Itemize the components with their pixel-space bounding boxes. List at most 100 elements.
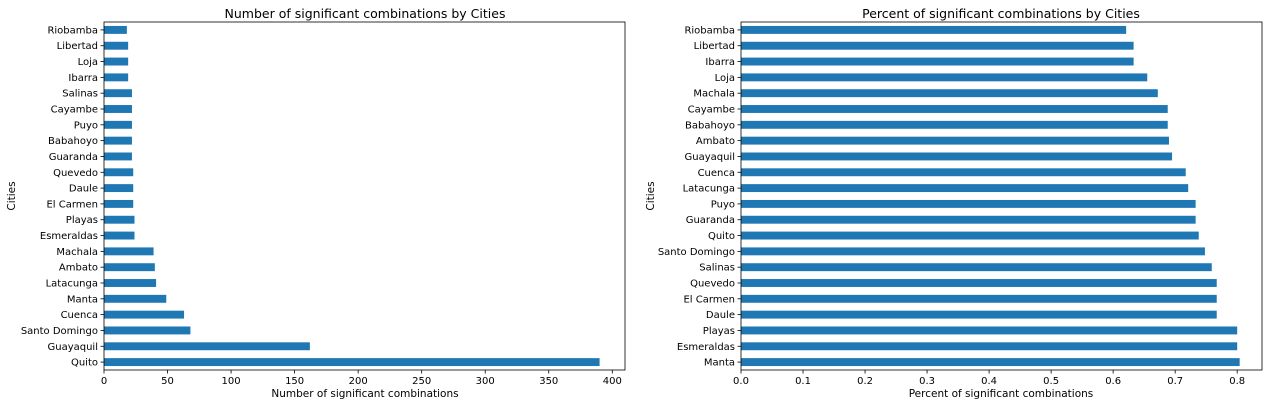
count-chart-frame: [103, 21, 626, 371]
count-chart: Number of significant combinations by Ci…: [6, 6, 626, 400]
percent-ytick-label: Puyo: [711, 199, 735, 210]
count-ytick-label: Cuenca: [61, 310, 98, 321]
percent-ytick-label: Riobamba: [684, 25, 735, 36]
count-ytick-label: El Carmen: [46, 199, 98, 210]
percent-bar: [741, 263, 1212, 272]
percent-chart-frame: [740, 21, 1263, 371]
percent-bar: [741, 120, 1168, 129]
count-bar: [104, 184, 134, 193]
count-xtick-label: 300: [476, 376, 495, 387]
percent-bar: [741, 25, 1127, 34]
percent-ytick-label: Guayaquil: [684, 152, 735, 163]
percent-bar: [741, 168, 1186, 177]
percent-ytick-label: Playas: [703, 326, 735, 337]
percent-xtick-label: 0.2: [857, 376, 873, 387]
count-bar: [104, 294, 167, 303]
count-ytick-label: Riobamba: [47, 25, 98, 36]
percent-ytick-label: Esmeraldas: [677, 342, 735, 353]
percent-bar: [741, 57, 1134, 66]
percent-xtick-label: 0.8: [1229, 376, 1245, 387]
percent-xtick-label: 0.4: [981, 376, 997, 387]
percent-bar: [741, 215, 1196, 224]
count-bar: [104, 168, 134, 177]
count-ytick-label: Libertad: [57, 41, 98, 52]
percent-bar: [741, 342, 1238, 351]
count-ytick-label: Guayaquil: [47, 342, 98, 353]
percent-bar: [741, 310, 1217, 319]
count-bar: [104, 326, 191, 335]
count-chart-marks: Quito Guayaquil Santo Domingo Cuenca Manta La…: [21, 25, 622, 387]
percent-chart-marks: Manta Esmeraldas Playas Daule El Carmen Queve…: [658, 25, 1245, 387]
count-chart-ylabel: Cities: [6, 181, 18, 210]
count-ytick-label: Quito: [71, 358, 98, 369]
count-bar: [104, 231, 135, 240]
count-xtick-label: 100: [222, 376, 241, 387]
percent-bar: [741, 279, 1217, 287]
count-bar: [104, 358, 600, 367]
percent-ytick-label: Santo Domingo: [658, 247, 735, 258]
percent-bar: [741, 136, 1169, 145]
count-ytick-label: Cayambe: [51, 105, 98, 116]
percent-ytick-label: Daule: [706, 310, 735, 321]
count-bar: [104, 41, 129, 50]
percent-chart-ylabel: Cities: [645, 181, 657, 210]
count-bar: [104, 73, 129, 82]
count-bar: [104, 279, 157, 287]
percent-chart-xlabel: Percent of significant combinations: [909, 388, 1094, 400]
count-ytick-label: Salinas: [62, 89, 98, 100]
count-ytick-label: Ibarra: [68, 73, 98, 84]
count-bar: [104, 25, 127, 34]
count-xtick-label: 350: [539, 376, 558, 387]
percent-xtick-label: 0.0: [733, 376, 749, 387]
percent-bar: [741, 73, 1148, 82]
count-ytick-label: Quevedo: [53, 168, 98, 179]
percent-ytick-label: Libertad: [694, 41, 735, 52]
percent-xtick-label: 0.5: [1043, 376, 1059, 387]
percent-ytick-label: El Carmen: [683, 294, 735, 305]
count-ytick-label: Puyo: [74, 120, 98, 131]
percent-bar: [741, 152, 1173, 161]
percent-ytick-label: Manta: [704, 358, 735, 369]
percent-ytick-label: Quito: [708, 231, 735, 242]
count-bar: [104, 199, 134, 208]
percent-ytick-label: Machala: [693, 89, 735, 100]
count-bar: [104, 57, 129, 66]
percent-ytick-label: Babahoyo: [685, 120, 735, 131]
count-ytick-label: Manta: [67, 294, 98, 305]
percent-bar: [741, 89, 1158, 98]
count-bar: [104, 89, 132, 98]
count-ytick-label: Ambato: [59, 263, 98, 274]
percent-chart-title: Percent of significant combinations by C…: [862, 6, 1140, 21]
count-xtick-label: 400: [603, 376, 622, 387]
percent-xtick-label: 0.3: [919, 376, 935, 387]
count-ytick-label: Santo Domingo: [21, 326, 98, 337]
percent-ytick-label: Guaranda: [686, 215, 735, 226]
count-bar: [104, 342, 310, 351]
percent-ytick-label: Latacunga: [683, 184, 735, 195]
count-xtick-label: 200: [349, 376, 368, 387]
count-ytick-label: Daule: [69, 184, 98, 195]
count-bar: [104, 105, 132, 113]
percent-xtick-label: 0.1: [795, 376, 811, 387]
count-xtick-label: 150: [285, 376, 304, 387]
count-bar: [104, 247, 154, 256]
percent-bar: [741, 105, 1168, 113]
percent-bar: [741, 231, 1199, 240]
percent-bar: [741, 184, 1189, 193]
count-ytick-label: Playas: [66, 215, 98, 226]
count-xtick-label: 250: [412, 376, 431, 387]
percent-ytick-label: Salinas: [699, 263, 735, 274]
count-ytick-label: Esmeraldas: [40, 231, 98, 242]
count-bar: [104, 215, 135, 224]
percent-xtick-label: 0.7: [1167, 376, 1183, 387]
count-ytick-label: Guaranda: [49, 152, 98, 163]
percent-ytick-label: Quevedo: [690, 279, 735, 290]
percent-chart: Percent of significant combinations by C…: [645, 6, 1263, 400]
percent-bar: [741, 294, 1217, 303]
count-ytick-label: Loja: [78, 57, 98, 68]
count-xtick-label: 0: [101, 376, 107, 387]
count-ytick-label: Babahoyo: [48, 136, 98, 147]
count-ytick-label: Latacunga: [46, 279, 98, 290]
percent-xtick-label: 0.6: [1105, 376, 1121, 387]
